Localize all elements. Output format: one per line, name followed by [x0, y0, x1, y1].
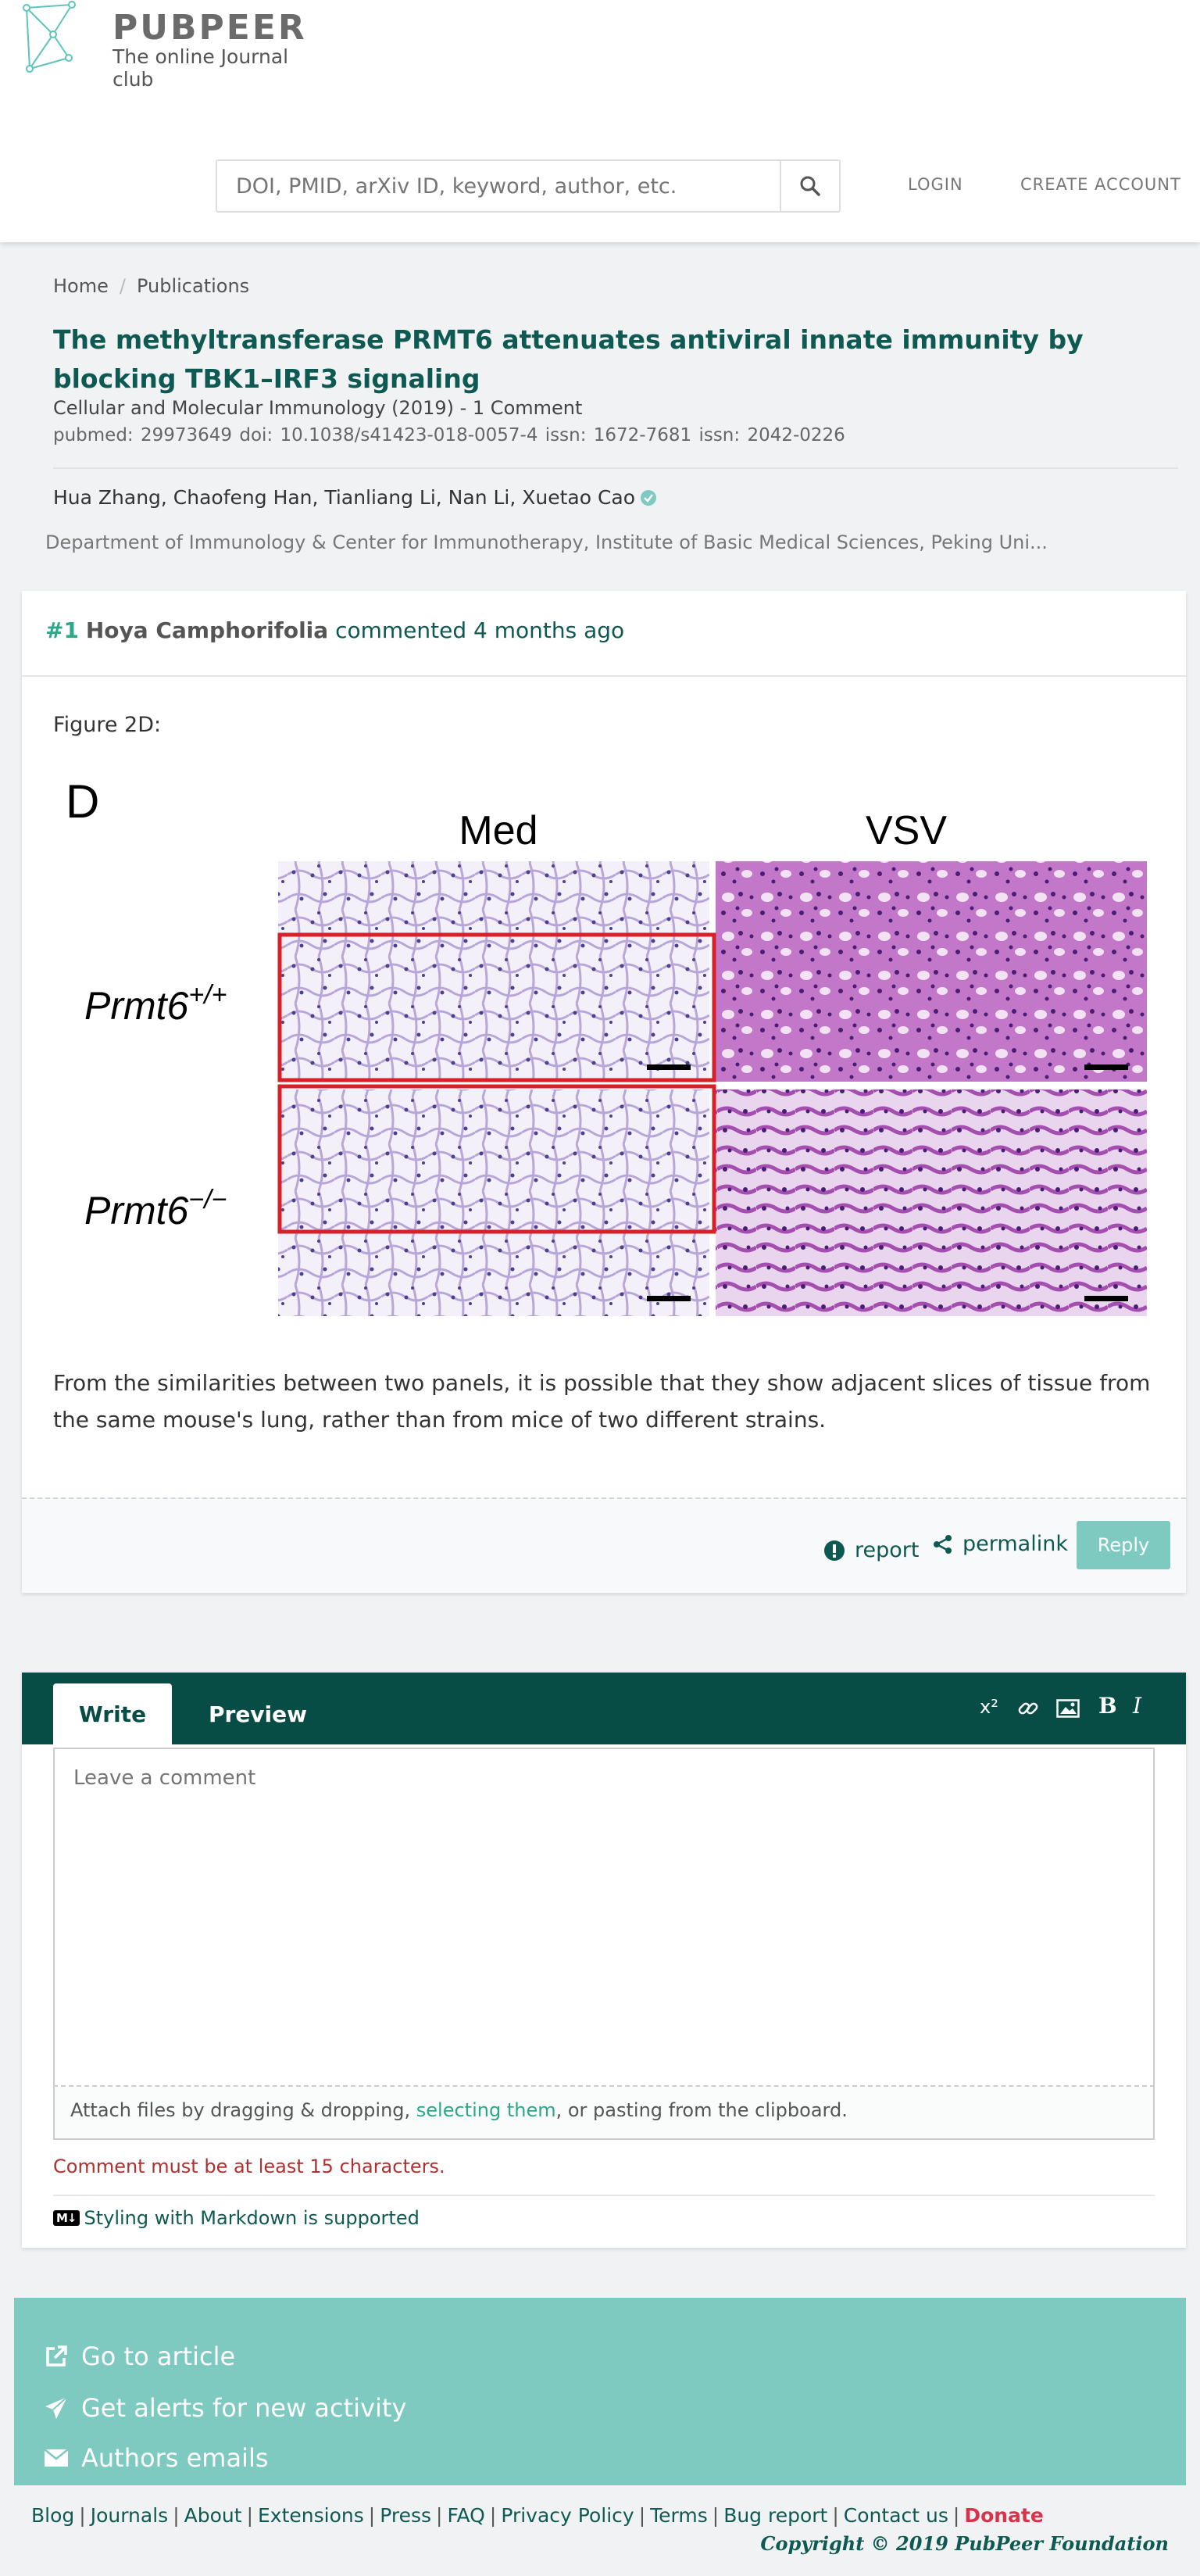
search-input[interactable]: [217, 161, 780, 211]
attach-text-before: Attach files by dragging & dropping,: [70, 2099, 416, 2121]
figure-panel-letter: D: [66, 775, 99, 828]
report-label: report: [855, 1538, 920, 1562]
footer-link-terms[interactable]: Terms: [650, 2504, 708, 2527]
share-icon: [934, 1534, 952, 1554]
author-list: Hua Zhang, Chaofeng Han, Tianliang Li, N…: [53, 486, 657, 509]
divider: [53, 2195, 1155, 2196]
authors-text[interactable]: Hua Zhang, Chaofeng Han, Tianliang Li, N…: [53, 486, 636, 509]
figure-row-ko-sup: −/−: [188, 1185, 227, 1215]
select-files-link[interactable]: selecting them: [416, 2099, 556, 2121]
figure-row-ko: Prmt6: [84, 1189, 189, 1233]
search-button[interactable]: [780, 161, 839, 211]
editor-toolbar: Write Preview x² B I: [22, 1673, 1186, 1744]
breadcrumb-home[interactable]: Home: [53, 275, 109, 297]
comment-time: commented 4 months ago: [335, 617, 625, 643]
authors-emails-link[interactable]: Authors emails: [44, 2443, 269, 2473]
comment-textarea[interactable]: [55, 1749, 1153, 2085]
breadcrumb: Home / Publications: [53, 275, 249, 297]
create-account-link[interactable]: CREATE ACCOUNT: [1020, 175, 1181, 194]
bold-button[interactable]: B: [1098, 1693, 1117, 1719]
footer-link-about[interactable]: About: [184, 2504, 242, 2527]
brand-name: PUBPEER: [112, 8, 307, 48]
figure-row-wt: Prmt6: [84, 984, 189, 1028]
search-icon: [800, 176, 820, 196]
network-logo-icon: [23, 1, 76, 73]
permalink-link[interactable]: permalink: [933, 1532, 1068, 1556]
authors-emails-label: Authors emails: [81, 2443, 269, 2473]
footer-link-bug-report[interactable]: Bug report: [723, 2504, 828, 2527]
attach-files-bar[interactable]: Attach files by dragging & dropping, sel…: [53, 2087, 1155, 2140]
figure-image[interactable]: D Med VSV Prmt6+/+ Prmt6−/−: [53, 769, 1162, 1332]
breadcrumb-publications[interactable]: Publications: [136, 275, 250, 297]
attach-text-after: , or pasting from the clipboard.: [555, 2099, 848, 2121]
reply-button[interactable]: Reply: [1077, 1521, 1170, 1569]
figure-row-wt-sup: +/+: [188, 980, 227, 1010]
page-title[interactable]: The methyltransferase PRMT6 attenuates a…: [53, 324, 1084, 394]
footer-link-faq[interactable]: FAQ: [447, 2504, 485, 2527]
tab-preview[interactable]: Preview: [208, 1701, 308, 1727]
figure-label: Figure 2D:: [53, 713, 162, 737]
publication-ids: pubmed: 29973649 doi: 10.1038/s41423-018…: [53, 425, 845, 445]
italic-button[interactable]: I: [1133, 1693, 1142, 1719]
envelope-icon: [44, 2449, 69, 2467]
svg-text:Prmt6+/+: Prmt6+/+: [84, 980, 227, 1028]
footer-link-journals[interactable]: Journals: [90, 2504, 169, 2527]
divider: [53, 467, 1178, 469]
copyright: Copyright © 2019 PubPeer Foundation: [760, 2532, 1169, 2555]
comment-textarea-wrap: [53, 1748, 1155, 2087]
comment-header: #1 Hoya Camphorifolia commented 4 months…: [22, 591, 1186, 677]
footer-link-privacy[interactable]: Privacy Policy: [501, 2504, 634, 2527]
logo[interactable]: PUBPEER The online Journal club: [22, 0, 334, 91]
go-to-article-label: Go to article: [81, 2342, 236, 2371]
alerts-label: Get alerts for new activity: [81, 2393, 407, 2423]
markdown-label: Styling with Markdown is supported: [84, 2207, 420, 2229]
comment-number[interactable]: #1: [45, 617, 79, 643]
affiliation: Department of Immunology & Center for Im…: [45, 531, 1048, 553]
brand-tagline: The online Journal club: [112, 45, 289, 91]
comment-editor: Write Preview x² B I Attach files by dra…: [22, 1673, 1186, 2248]
footer-link-press[interactable]: Press: [380, 2504, 431, 2527]
report-link[interactable]: report: [823, 1538, 919, 1562]
markdown-hint[interactable]: M↓ Styling with Markdown is supported: [53, 2207, 420, 2229]
comment-card: #1 Hoya Camphorifolia commented 4 months…: [22, 591, 1186, 1593]
verified-check-icon: [641, 489, 657, 506]
figure-col-vsv: VSV: [866, 808, 947, 853]
permalink-label: permalink: [962, 1532, 1068, 1556]
markdown-icon: M↓: [53, 2210, 80, 2226]
external-link-icon: [46, 2345, 67, 2367]
alerts-link[interactable]: Get alerts for new activity: [44, 2393, 406, 2423]
svg-text:Prmt6−/−: Prmt6−/−: [84, 1185, 227, 1233]
paper-plane-icon: [45, 2396, 68, 2419]
footer-link-blog[interactable]: Blog: [31, 2504, 75, 2527]
footer-link-contact[interactable]: Contact us: [843, 2504, 948, 2527]
search-bar: [216, 159, 841, 213]
donate-link[interactable]: Donate: [964, 2504, 1044, 2527]
login-link[interactable]: LOGIN: [908, 175, 963, 194]
journal-line: Cellular and Molecular Immunology (2019)…: [53, 397, 583, 419]
comment-author: Hoya Camphorifolia: [85, 617, 329, 643]
footer-links: Blog | Journals | About | Extensions | Press | FAQ…: [31, 2504, 1044, 2527]
exclamation-circle-icon: [824, 1540, 845, 1561]
tab-write[interactable]: Write: [53, 1683, 172, 1744]
figure-col-med: Med: [459, 808, 538, 853]
go-to-article-link[interactable]: Go to article: [44, 2342, 235, 2371]
breadcrumb-separator: /: [119, 275, 126, 297]
site-header: PUBPEER The online Journal club LOGIN CR…: [0, 0, 1200, 242]
link-icon[interactable]: [1017, 1698, 1039, 1719]
superscript-button[interactable]: x²: [980, 1696, 998, 1718]
image-icon[interactable]: [1056, 1699, 1080, 1718]
article-actions-panel: Go to article Get alerts for new activit…: [14, 2298, 1186, 2485]
footer-link-extensions[interactable]: Extensions: [258, 2504, 364, 2527]
comment-footer: report permalink Reply: [22, 1497, 1186, 1593]
validation-error: Comment must be at least 15 characters.: [53, 2156, 445, 2177]
comment-body: From the similarities between two panels…: [53, 1370, 1151, 1433]
